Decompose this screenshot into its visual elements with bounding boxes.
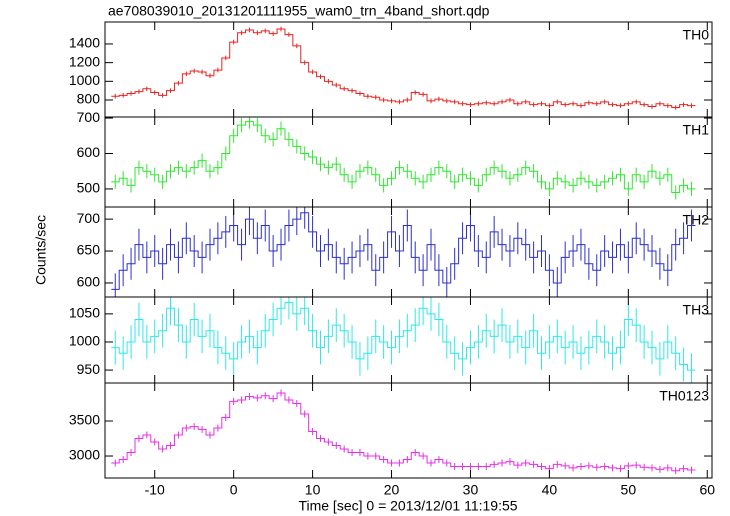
chart-title: ae708039010_20131201111955_wam0_trn_4ban… (108, 3, 490, 19)
x-tick-label: 50 (621, 482, 637, 498)
y-tick-label: 1000 (69, 333, 100, 349)
y-axis-label: Counts/sec (33, 215, 49, 285)
panel-frame (104, 206, 713, 298)
x-tick-label: 10 (305, 482, 321, 498)
step-line (111, 28, 696, 108)
step-line (111, 302, 696, 371)
x-tick-label: 30 (463, 482, 479, 498)
x-axis-label: Time [sec] 0 = 2013/12/01 11:19:55 (298, 498, 517, 514)
y-tick-label: 950 (77, 361, 101, 377)
panel-label: TH3 (683, 302, 710, 318)
step-line (111, 212, 696, 290)
panel-frame (104, 21, 713, 118)
y-tick-label: 1400 (69, 35, 100, 51)
x-tick-label: 20 (384, 482, 400, 498)
y-tick-label: 600 (77, 144, 101, 160)
y-tick-label: 500 (77, 180, 101, 196)
step-line (111, 392, 696, 472)
panel-frame (104, 116, 713, 208)
panel-frame (104, 382, 713, 479)
panel-label: TH1 (683, 122, 710, 138)
y-tick-label: 3000 (69, 447, 100, 463)
x-tick-label: 0 (230, 482, 238, 498)
y-tick-label: 650 (77, 242, 101, 258)
x-tick-label: 60 (699, 482, 715, 498)
y-tick-label: 1000 (69, 72, 100, 88)
panel-label: TH2 (683, 212, 710, 228)
x-tick-label: 40 (542, 482, 558, 498)
y-tick-label: 700 (77, 109, 101, 125)
y-tick-label: 600 (77, 274, 101, 290)
panel-label: TH0 (683, 27, 710, 43)
step-line (111, 121, 696, 193)
panel-frame (104, 296, 713, 384)
y-tick-label: 700 (77, 210, 101, 226)
x-tick-label: -10 (145, 482, 165, 498)
y-tick-label: 1050 (69, 305, 100, 321)
panel-label: TH0123 (659, 388, 709, 404)
y-tick-label: 3500 (69, 412, 100, 428)
y-tick-label: 800 (77, 91, 101, 107)
y-tick-label: 1200 (69, 53, 100, 69)
